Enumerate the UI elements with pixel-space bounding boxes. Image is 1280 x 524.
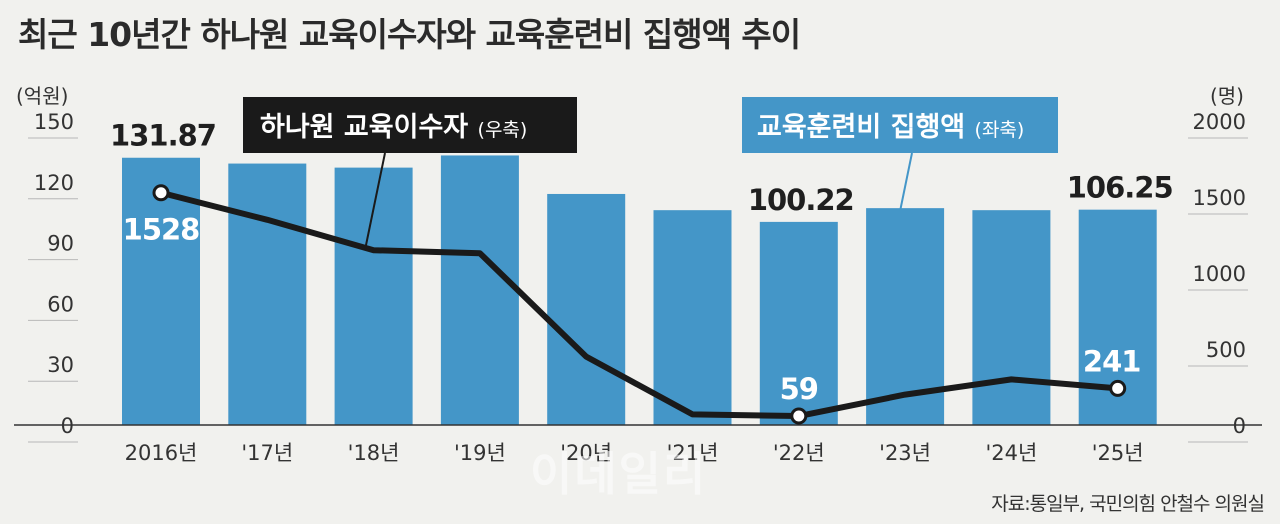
x-tick-label: '19년 (454, 441, 506, 465)
watermark: 이데일리 (530, 447, 708, 501)
x-tick-label: '18년 (348, 441, 400, 465)
line-point-marker (152, 184, 170, 202)
bar-legend-box (742, 97, 1058, 153)
x-tick-label: '24년 (985, 441, 1037, 465)
line-point-marker (790, 407, 808, 425)
bar-value-label: 131.87 (110, 119, 216, 153)
chart-title: 최근 10년간 하나원 교육이수자와 교육훈련비 집행액 추이 (18, 15, 801, 54)
right-axis-unit: (명) (1209, 84, 1244, 108)
x-tick-label: '21년 (667, 441, 719, 465)
x-tick-label: '25년 (1092, 441, 1144, 465)
left-tick-label: 120 (34, 171, 74, 195)
line-legend-label: 하나원 교육이수자 (우축) (260, 112, 527, 143)
x-tick-label: '22년 (773, 441, 825, 465)
source-note: 자료:통일부, 국민의힘 안철수 의원실 (991, 493, 1265, 515)
right-tick-label: 1000 (1193, 262, 1246, 286)
left-tick-label: 30 (47, 353, 74, 377)
bar (972, 210, 1051, 425)
bar-value-label: 106.25 (1067, 171, 1173, 205)
line-legend-pointer (364, 152, 386, 251)
right-tick-label: 2000 (1193, 110, 1246, 134)
bar-legend-pointer (896, 152, 913, 227)
right-tick-label: 500 (1206, 338, 1246, 362)
right-tick-label: 0 (1233, 414, 1246, 438)
line-point-marker (1109, 379, 1127, 397)
left-tick-label: 150 (34, 110, 74, 134)
bar-legend-label: 교육훈련비 집행액 (좌축) (757, 112, 1024, 143)
x-tick-label: 2016년 (125, 441, 198, 465)
line-legend-axis-note: (우축) (478, 119, 528, 141)
line-value-label: 59 (780, 372, 818, 406)
bar-legend-name: 교육훈련비 집행액 (757, 112, 975, 143)
bar (759, 221, 838, 425)
x-tick-label: '17년 (241, 441, 293, 465)
x-tick-label: '20년 (560, 441, 612, 465)
bar (547, 193, 626, 425)
bar-value-label: 100.22 (748, 183, 854, 217)
bar-legend-axis-note: (좌축) (975, 119, 1025, 141)
line-legend-name: 하나원 교육이수자 (260, 112, 478, 143)
line-series-education-completers (158, 189, 1121, 420)
bar (228, 163, 307, 425)
bar (440, 155, 519, 425)
left-tick-label: 0 (61, 414, 74, 438)
line-value-label: 1528 (123, 213, 200, 247)
line-legend-box (243, 97, 577, 153)
bar (653, 210, 732, 425)
left-axis-unit: (억원) (16, 84, 69, 108)
x-tick-label: '23년 (879, 441, 931, 465)
left-tick-label: 60 (47, 292, 74, 316)
left-tick-label: 90 (47, 232, 74, 256)
line-value-label: 241 (1083, 344, 1141, 378)
right-tick-label: 1500 (1193, 186, 1246, 210)
